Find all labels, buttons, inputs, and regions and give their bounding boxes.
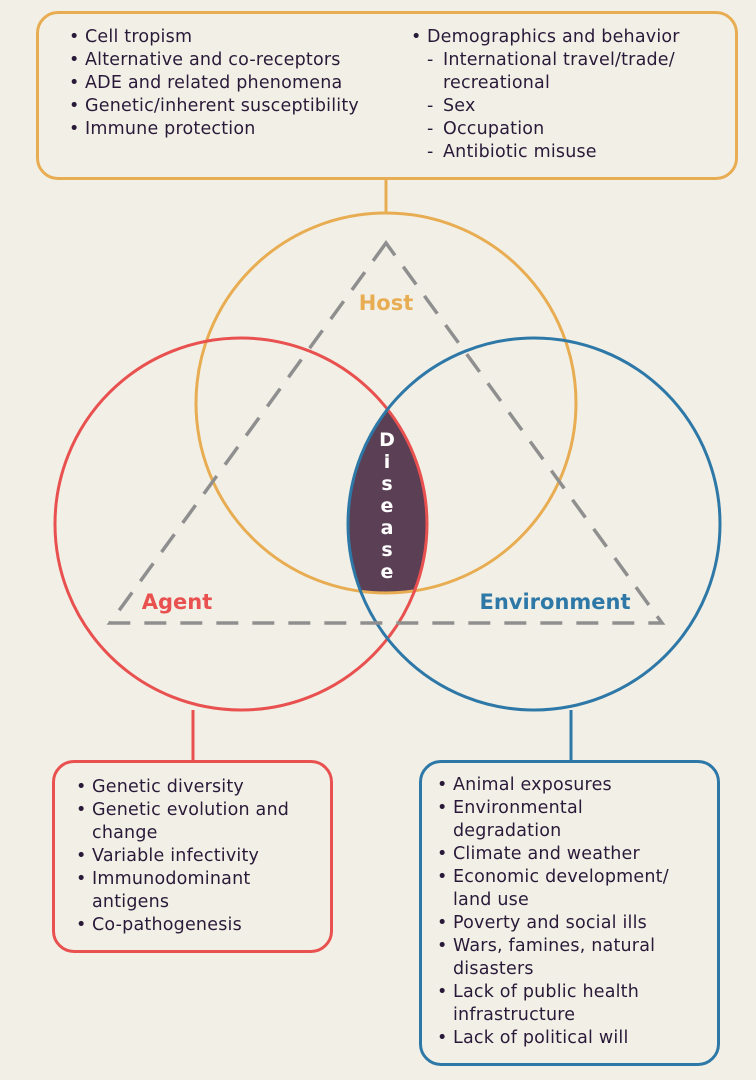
list-item: Alternative and co-receptors [69, 49, 415, 72]
list-item-continuation: recreational [443, 73, 551, 93]
host-factors-list: Cell tropism Alternative and co-receptor… [69, 26, 415, 141]
agent-factors-list: Genetic diversity Genetic evolution and … [76, 776, 332, 937]
list-item: Cell tropism [69, 26, 415, 49]
list-item: ADE and related phenomena [69, 72, 415, 95]
list-item: Genetic/inherent susceptibility [69, 95, 415, 118]
list-item: Animal exposures [437, 774, 717, 797]
list-heading: Demographics and behavior [411, 26, 737, 49]
host-factors-box: Cell tropism Alternative and co-receptor… [36, 11, 738, 180]
list-item-continuation: infrastructure [453, 1005, 576, 1025]
list-item: Lack of political will [437, 1027, 717, 1050]
list-item: Economic development/ [437, 866, 717, 889]
list-item: Co-pathogenesis [76, 914, 332, 937]
list-item-continuation: degradation [453, 821, 562, 841]
environment-factors-box: Animal exposures Environmental degradati… [419, 760, 720, 1066]
environment-label: Environment [479, 590, 630, 614]
list-item: Environmental [437, 797, 717, 820]
list-item: Genetic evolution and [76, 799, 332, 822]
host-label: Host [359, 291, 414, 315]
disease-letter: s [381, 473, 392, 495]
list-item: Poverty and social ills [437, 912, 717, 935]
list-item: Variable infectivity [76, 845, 332, 868]
list-item-continuation: change [92, 823, 158, 843]
epidemiologic-triangle [106, 240, 666, 625]
agent-circle [53, 336, 429, 712]
disease-letter: a [381, 517, 394, 539]
environment-circle [346, 336, 722, 712]
host-circle [194, 211, 578, 595]
list-item-continuation: antigens [92, 892, 170, 912]
list-item: Sex [427, 95, 737, 118]
disease-label: D i s e a s e [379, 429, 395, 583]
list-item: International travel/trade/ [427, 49, 737, 72]
demographics-list: Demographics and behavior International … [411, 26, 737, 164]
disease-letter: e [381, 495, 394, 517]
disease-letter: D [379, 429, 395, 451]
environment-factors-list: Animal exposures Environmental degradati… [437, 774, 717, 1050]
agent-label: Agent [142, 590, 213, 614]
disease-letter: i [384, 451, 391, 473]
list-item: Genetic diversity [76, 776, 332, 799]
list-item: Occupation [427, 118, 737, 141]
list-item: Climate and weather [437, 843, 717, 866]
list-item-continuation: disasters [453, 959, 534, 979]
agent-factors-box: Genetic diversity Genetic evolution and … [52, 760, 333, 953]
list-item: Immune protection [69, 118, 415, 141]
disease-letter: s [381, 539, 392, 561]
disease-letter: e [381, 561, 394, 583]
list-item-continuation: land use [453, 890, 529, 910]
list-item: Lack of public health [437, 981, 717, 1004]
list-item: Antibiotic misuse [427, 141, 737, 164]
list-item: Immunodominant [76, 868, 332, 891]
list-item: Wars, famines, natural [437, 935, 717, 958]
